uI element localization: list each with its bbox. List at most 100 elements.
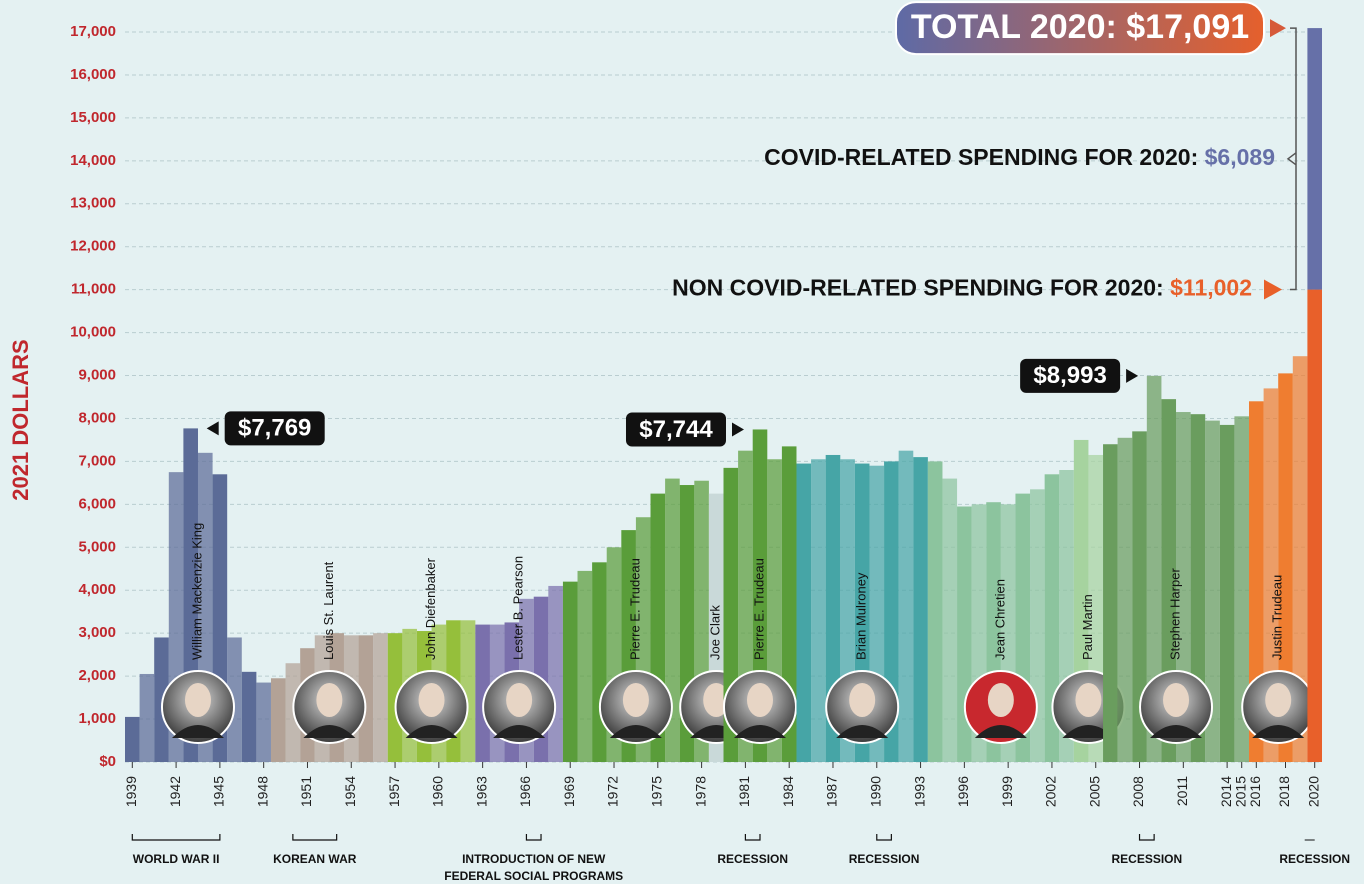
portrait xyxy=(722,670,797,744)
event-label: RECESSION xyxy=(849,852,920,866)
callout: $7,769 xyxy=(206,411,325,446)
event-label: KOREAN WAR xyxy=(273,852,357,866)
portrait-face xyxy=(622,683,649,717)
portrait-suit xyxy=(303,725,356,738)
x-tick-label: 1945 xyxy=(211,776,227,807)
callout-text: $7,744 xyxy=(639,416,713,443)
y-tick-label: 7,000 xyxy=(78,452,116,469)
portrait xyxy=(1241,670,1316,744)
bar xyxy=(460,620,476,762)
bar xyxy=(562,581,578,762)
portrait-suit xyxy=(733,725,786,738)
portrait xyxy=(482,670,557,744)
event-bracket xyxy=(525,834,542,841)
total-pill xyxy=(895,1,1265,56)
event-label: RECESSION xyxy=(717,852,788,866)
portrait xyxy=(160,670,235,744)
y-tick-label: 16,000 xyxy=(70,66,116,83)
bar-2020 xyxy=(1307,289,1322,762)
x-tick-label: 1966 xyxy=(517,776,533,807)
portrait-face xyxy=(418,683,445,717)
bar xyxy=(270,678,286,762)
bar xyxy=(796,463,812,762)
event-label: INTRODUCTION OF NEW FEDERAL SOCIAL PROGRA… xyxy=(444,852,623,883)
x-tick-label: 2018 xyxy=(1276,776,1292,807)
bar xyxy=(1103,444,1118,762)
portrait-suit xyxy=(836,725,889,738)
x-tick-label: 2015 xyxy=(1232,776,1248,807)
spending-name: NON COVID-RELATED SPENDING FOR 2020: xyxy=(672,275,1170,301)
x-tick-label: 1993 xyxy=(911,776,927,807)
callout-text: $7,769 xyxy=(238,415,311,442)
x-tick-label: 2016 xyxy=(1247,776,1263,807)
bar xyxy=(927,461,943,762)
portrait-suit xyxy=(405,725,458,738)
event-line: INTRODUCTION OF NEW xyxy=(462,852,606,866)
event-bracket xyxy=(292,834,338,841)
portrait-suit xyxy=(1150,725,1203,738)
event-label: RECESSION xyxy=(1111,852,1182,866)
event-bracket xyxy=(1138,834,1155,841)
bar xyxy=(913,457,928,762)
pm-name: Pierre E. Trudeau xyxy=(627,558,642,660)
portrait xyxy=(963,670,1038,744)
x-tick-label: 1987 xyxy=(824,776,840,807)
portrait-face xyxy=(746,683,773,717)
y-axis-label: 2021 DOLLARS xyxy=(8,339,33,500)
pm-name: Jean Chretien xyxy=(992,579,1007,660)
callout-box xyxy=(224,411,325,446)
x-tick-label: 1939 xyxy=(123,776,139,807)
portrait-suit xyxy=(1252,725,1305,738)
pm-name: Justin Trudeau xyxy=(1270,575,1285,660)
y-tick-label: 10,000 xyxy=(70,324,116,341)
portrait-suit xyxy=(493,725,546,738)
bar xyxy=(1278,373,1293,762)
y-tick-label: 5,000 xyxy=(78,538,116,555)
portrait-suit xyxy=(974,725,1027,738)
bar xyxy=(373,633,388,762)
event-bracket xyxy=(744,834,761,841)
x-tick-label: 2014 xyxy=(1218,776,1234,807)
x-tick-label: 1978 xyxy=(692,776,708,807)
y-tick-label: 17,000 xyxy=(70,23,116,40)
covid-brace xyxy=(1286,27,1297,291)
x-tick-label: 1984 xyxy=(780,776,796,807)
x-tick-label: 2008 xyxy=(1130,776,1146,807)
y-tick-label: 6,000 xyxy=(78,495,116,512)
x-tick-label: 1960 xyxy=(430,776,446,807)
y-tick-label: 9,000 xyxy=(78,366,116,383)
pm-name: John Diefenbaker xyxy=(423,557,438,660)
pm-name: Joe Clark xyxy=(708,605,723,660)
y-tick-label: $0 xyxy=(99,753,116,770)
x-tick-label: 1999 xyxy=(999,776,1015,807)
total-label: TOTAL 2020: $17,091 xyxy=(911,8,1249,46)
bar xyxy=(139,673,155,762)
bar xyxy=(358,635,374,762)
x-tick-label: 1957 xyxy=(386,776,402,807)
x-tick-label: 2011 xyxy=(1174,776,1190,806)
bar xyxy=(125,716,140,762)
pm-name: Louis St. Laurent xyxy=(321,561,336,660)
callout-text: $8,993 xyxy=(1033,362,1106,389)
pm-name: William Mackenzie King xyxy=(189,523,204,660)
spending-label: NON COVID-RELATED SPENDING FOR 2020: $11… xyxy=(672,275,1252,301)
y-tick-label: 1,000 xyxy=(78,710,116,727)
bar xyxy=(1146,375,1162,762)
bar xyxy=(1234,416,1250,762)
bar xyxy=(227,637,242,762)
y-tick-label: 12,000 xyxy=(70,238,116,255)
x-tick-label: 1990 xyxy=(867,776,883,807)
y-tick-label: 4,000 xyxy=(78,581,116,598)
portrait-face xyxy=(849,683,876,717)
x-tick-label: 1948 xyxy=(254,776,270,807)
bar xyxy=(898,450,914,762)
portrait-face xyxy=(1163,683,1190,717)
spending-name: COVID-RELATED SPENDING FOR 2020: xyxy=(764,144,1204,170)
bar xyxy=(942,478,958,762)
portrait-face xyxy=(1265,683,1292,717)
bar xyxy=(811,459,826,762)
event-bracket xyxy=(131,834,221,841)
bar xyxy=(577,570,593,762)
portrait-face xyxy=(987,683,1014,717)
